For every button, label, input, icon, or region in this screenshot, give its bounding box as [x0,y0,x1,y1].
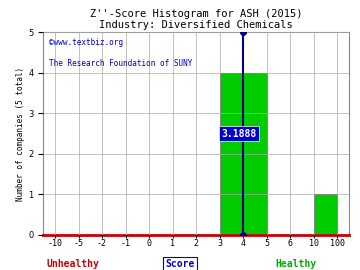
Title: Z''-Score Histogram for ASH (2015)
Industry: Diversified Chemicals: Z''-Score Histogram for ASH (2015) Indus… [90,9,302,30]
Y-axis label: Number of companies (5 total): Number of companies (5 total) [16,67,25,201]
Text: Unhealthy: Unhealthy [47,259,100,269]
Text: The Research Foundation of SUNY: The Research Foundation of SUNY [49,59,193,68]
Text: Score: Score [165,259,195,269]
Bar [220,73,267,235]
Text: ©www.textbiz.org: ©www.textbiz.org [49,39,123,48]
Bar [314,194,337,235]
Text: 3.1888: 3.1888 [221,129,256,139]
Text: Healthy: Healthy [276,259,317,269]
